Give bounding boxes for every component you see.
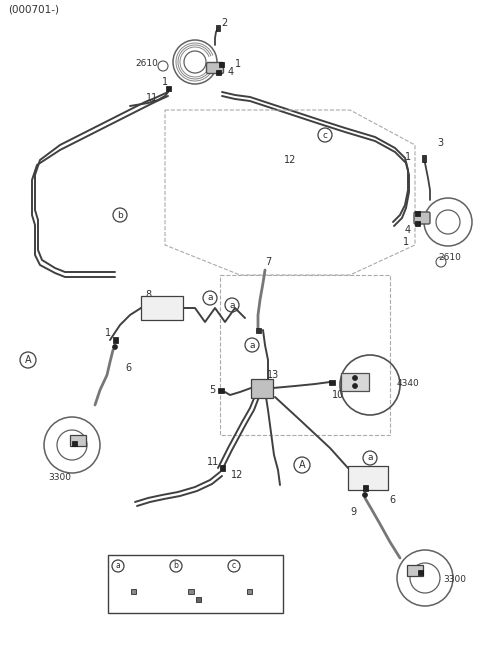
Text: 16: 16 — [244, 561, 256, 571]
Text: 12: 12 — [231, 470, 243, 480]
Bar — [131, 588, 143, 602]
Bar — [415, 210, 420, 215]
Bar — [166, 86, 170, 90]
Text: 4: 4 — [228, 67, 234, 77]
Text: 13: 13 — [267, 370, 279, 380]
Bar — [72, 441, 76, 445]
Bar — [141, 296, 183, 320]
Text: 15: 15 — [186, 561, 198, 571]
Bar — [362, 485, 368, 491]
Bar — [218, 387, 224, 393]
Text: 11: 11 — [207, 457, 219, 467]
Circle shape — [362, 493, 368, 498]
Bar — [216, 25, 220, 31]
Text: 17: 17 — [349, 471, 361, 481]
Bar — [219, 465, 225, 471]
Text: 1: 1 — [405, 152, 411, 162]
Text: 1: 1 — [403, 237, 409, 247]
Text: 4340: 4340 — [396, 378, 420, 387]
Text: 2610: 2610 — [439, 254, 461, 262]
Text: a: a — [249, 341, 255, 350]
Text: c: c — [323, 130, 327, 140]
Circle shape — [352, 384, 358, 389]
Bar — [415, 221, 420, 225]
Text: a: a — [207, 293, 213, 302]
Text: (000701-): (000701-) — [8, 5, 59, 15]
Text: 1: 1 — [105, 328, 111, 338]
Bar — [247, 588, 259, 602]
Bar — [131, 589, 135, 593]
Bar — [329, 380, 335, 384]
Bar — [112, 337, 118, 343]
Text: 2: 2 — [221, 18, 227, 28]
Bar — [187, 588, 203, 602]
Circle shape — [352, 376, 358, 380]
FancyBboxPatch shape — [206, 62, 224, 73]
Text: a: a — [116, 561, 120, 570]
Bar — [247, 589, 252, 593]
Bar — [418, 570, 422, 574]
Text: 6: 6 — [125, 363, 131, 373]
Text: 9: 9 — [350, 507, 356, 517]
Bar — [195, 596, 201, 602]
Text: 14: 14 — [128, 561, 140, 571]
Text: 3300: 3300 — [444, 576, 467, 585]
Text: b: b — [174, 561, 179, 570]
Circle shape — [112, 345, 118, 350]
Text: 6: 6 — [389, 495, 395, 505]
Text: 3300: 3300 — [48, 474, 72, 482]
Bar — [422, 154, 426, 162]
Bar — [188, 589, 194, 593]
Text: 2610: 2610 — [135, 58, 158, 67]
Text: 10: 10 — [332, 390, 344, 400]
Bar — [348, 466, 388, 490]
Text: 5: 5 — [209, 385, 215, 395]
Bar — [251, 378, 273, 397]
Bar — [218, 62, 224, 66]
Text: A: A — [24, 355, 31, 365]
Text: 3: 3 — [437, 138, 443, 148]
Bar — [216, 69, 220, 75]
Bar — [70, 434, 86, 445]
Text: 7: 7 — [265, 257, 271, 267]
Text: A: A — [299, 460, 305, 470]
Text: a: a — [367, 454, 373, 463]
Text: b: b — [117, 210, 123, 219]
Text: a: a — [229, 300, 235, 310]
Text: 17: 17 — [144, 303, 156, 313]
Bar — [341, 373, 369, 391]
Text: 4: 4 — [405, 225, 411, 235]
Text: 11: 11 — [146, 93, 158, 103]
Text: c: c — [232, 561, 236, 570]
Text: 1: 1 — [235, 59, 241, 69]
Bar — [108, 555, 283, 613]
Text: 12: 12 — [284, 155, 296, 165]
Bar — [407, 565, 423, 576]
FancyBboxPatch shape — [414, 212, 430, 224]
Text: 8: 8 — [145, 290, 151, 300]
Bar — [255, 328, 261, 332]
Text: 1: 1 — [162, 77, 168, 87]
Text: 1: 1 — [372, 482, 378, 492]
